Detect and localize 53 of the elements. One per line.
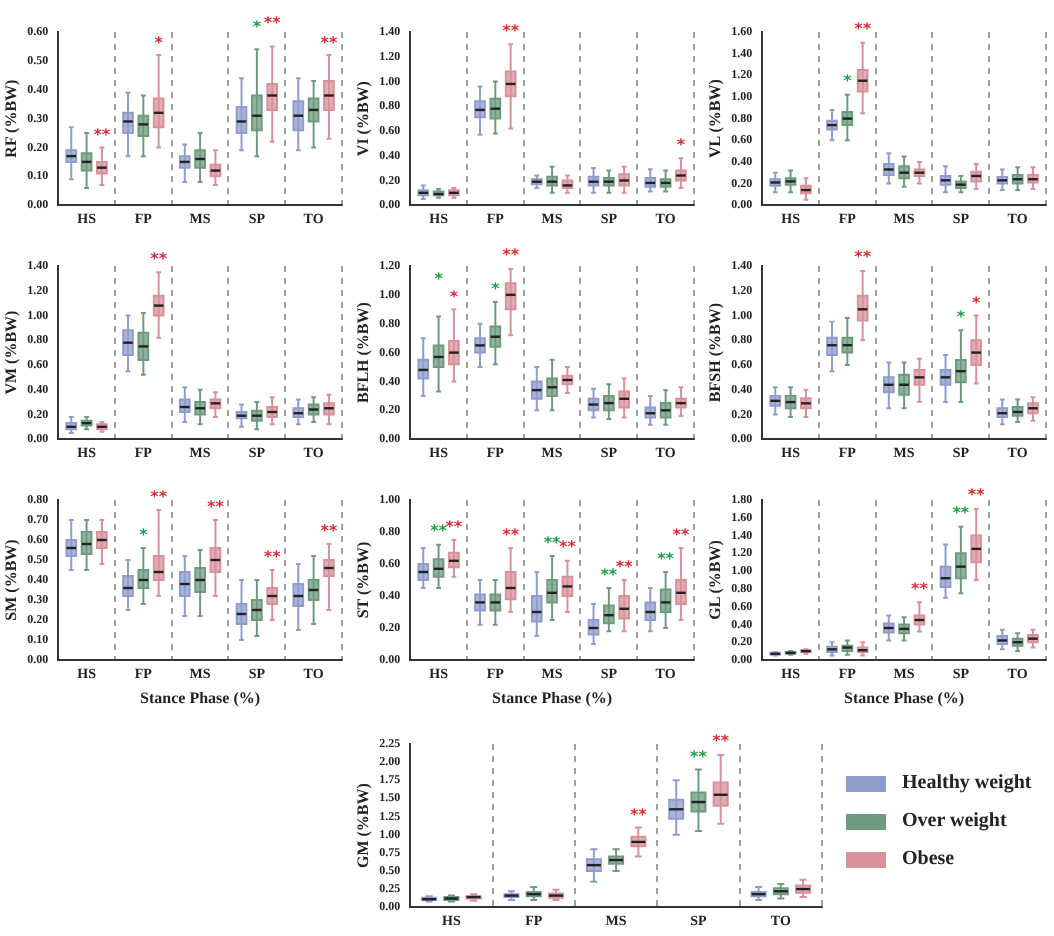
annotation: * — [843, 72, 852, 91]
annotation: ** — [263, 548, 281, 566]
annotation: * — [139, 526, 148, 544]
annotation: ** — [207, 498, 224, 516]
x-axis-title: Stance Phase (%) — [140, 688, 261, 707]
annotation: ** — [952, 504, 970, 523]
y-axis-title: GM (%BW) — [353, 782, 372, 869]
annotation: ** — [543, 534, 561, 552]
x-axis-title: Stance Phase (%) — [844, 688, 965, 707]
legend-label: Over weight — [902, 810, 1007, 832]
annotation: ** — [430, 522, 447, 541]
annotation: ** — [712, 732, 730, 751]
annotation: * — [252, 17, 262, 36]
annotation: ** — [502, 22, 520, 41]
annotation: ** — [657, 550, 674, 568]
annotation: ** — [629, 805, 647, 824]
annotation: * — [971, 293, 981, 312]
text: ** — [502, 246, 520, 265]
y-axis-title: BFSH (%BW) — [705, 302, 724, 403]
y-axis-title: ST (%BW) — [353, 541, 372, 619]
annotation: ** — [320, 33, 338, 52]
legend-label: Healthy weight — [902, 772, 1032, 794]
annotation: * — [449, 287, 459, 306]
y-axis-title: BFLH (%BW) — [353, 301, 372, 404]
annotation: ** — [150, 488, 168, 506]
annotation: ** — [615, 558, 633, 576]
annotation: ** — [150, 250, 168, 269]
y-axis-title: RF (%BW) — [1, 78, 20, 158]
annotation: * — [491, 280, 500, 299]
annotation: ** — [600, 566, 618, 584]
annotation: ** — [854, 20, 872, 39]
annotation: * — [434, 270, 443, 289]
annotation: ** — [320, 522, 338, 540]
annotation: * — [956, 308, 966, 327]
y-axis-title: VM (%BW) — [1, 309, 20, 395]
annotation: ** — [911, 580, 928, 599]
annotation: * — [676, 136, 686, 155]
legend-label: Obese — [902, 848, 955, 870]
y-axis-title: GL (%BW) — [705, 539, 724, 620]
annotation: ** — [559, 538, 576, 557]
y-axis-title: VI (%BW) — [353, 80, 372, 157]
annotation: * — [154, 33, 163, 52]
annotation: ** — [93, 125, 111, 144]
annotation: ** — [690, 747, 707, 766]
annotation: ** — [854, 248, 872, 267]
annotation: ** — [263, 14, 281, 33]
x-axis-title: Stance Phase (%) — [492, 688, 613, 707]
annotation: ** — [445, 518, 463, 536]
y-axis-title: VL (%BW) — [705, 78, 724, 158]
annotation: ** — [672, 526, 690, 544]
annotation: ** — [967, 486, 985, 505]
y-axis-title: SM (%BW) — [1, 538, 20, 621]
annotation: ** — [502, 526, 520, 544]
